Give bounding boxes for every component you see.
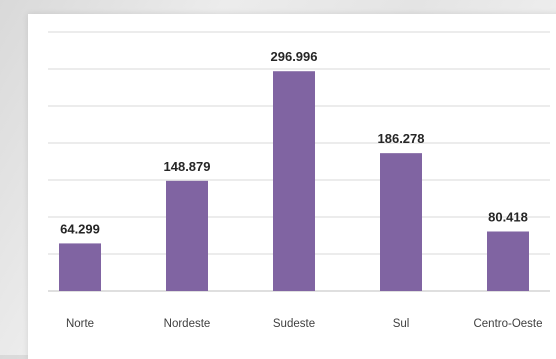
value-label: 296.996 (271, 49, 318, 64)
bar-nordeste (166, 180, 208, 291)
value-label: 80.418 (488, 209, 528, 224)
value-label: 64.299 (60, 221, 100, 236)
value-label: 148.879 (164, 159, 211, 174)
category-labels: Norte Nordeste Sudeste Sul Centro-Oeste (66, 318, 543, 330)
category-label: Nordeste (164, 318, 211, 330)
category-label: Sudeste (273, 318, 315, 330)
chart-panel: 64.299 148.879 296.996 186.278 80.418 Norte N… (28, 14, 556, 359)
bar-sudeste (273, 71, 315, 291)
bar-sul (380, 153, 422, 291)
bar-centro-oeste (487, 231, 529, 291)
value-labels: 64.299 148.879 296.996 186.278 80.418 (60, 49, 528, 236)
bars (59, 71, 529, 291)
category-label: Norte (66, 318, 94, 330)
category-label: Centro-Oeste (473, 318, 542, 330)
value-label: 186.278 (378, 131, 425, 146)
bar-norte (59, 243, 101, 291)
category-label: Sul (393, 318, 410, 330)
